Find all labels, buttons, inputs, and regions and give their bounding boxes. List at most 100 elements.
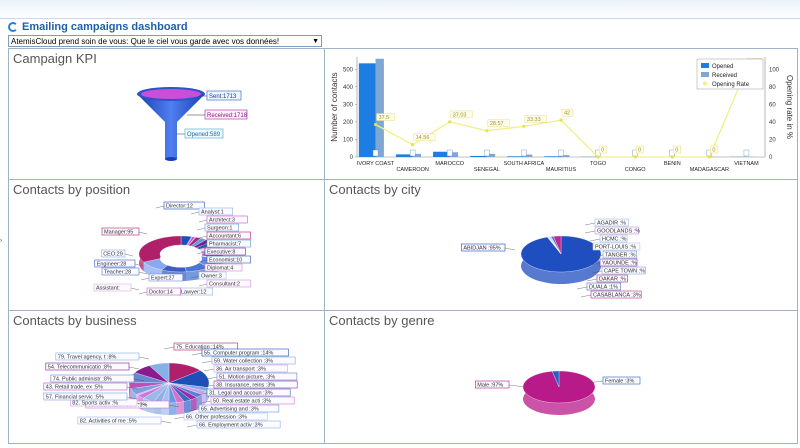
opening-rate-point bbox=[670, 155, 674, 159]
rate-label: 37.03 bbox=[453, 112, 467, 118]
pie-label: 66. Employment activ :3% bbox=[199, 423, 263, 429]
opening-rate-point bbox=[485, 129, 489, 133]
pie-leader-line bbox=[592, 254, 604, 258]
x-tick-label: MAROCCO bbox=[435, 161, 464, 167]
pie-label-box bbox=[196, 420, 281, 429]
business-panel-title: Contacts by business bbox=[13, 313, 137, 328]
pie-leader-line bbox=[196, 392, 208, 396]
y2-tick-label: 100 bbox=[769, 67, 780, 73]
funnel-mouth bbox=[141, 89, 201, 99]
dashboard-title-text: Emailing campaigns dashboard bbox=[22, 21, 188, 33]
pie-leader-line bbox=[134, 263, 144, 267]
pie-label-box bbox=[146, 287, 182, 296]
opening-rate-line bbox=[375, 69, 748, 158]
pie-label-box bbox=[198, 404, 280, 413]
pie-leader-line bbox=[173, 416, 185, 420]
pie-leader-line bbox=[124, 253, 134, 257]
pie-label-box bbox=[211, 356, 296, 365]
opening-rate-point bbox=[448, 120, 452, 124]
bar-chart-panel: 0 100 200 300 400 500 0 20 40 60 80 100 Number of co… bbox=[324, 48, 798, 180]
pie-label: 51. Motion picture, :3% bbox=[219, 375, 275, 381]
pie-leader-line bbox=[589, 238, 601, 242]
bar-received bbox=[561, 155, 570, 157]
chevron-down-icon[interactable]: ▼ bbox=[312, 38, 319, 45]
pie-leader-line bbox=[198, 283, 208, 287]
kpi-panel-title: Campaign KPI bbox=[13, 51, 97, 66]
business-pie-chart: 75. Education :14%55. Computer program :… bbox=[43, 342, 298, 429]
pie-label-box bbox=[586, 282, 622, 291]
x-tick-label: CONGO bbox=[625, 167, 647, 173]
pie-label-box bbox=[43, 382, 128, 391]
pie-label: 31. Legal and accoun :3% bbox=[209, 391, 273, 397]
pie-label-box bbox=[599, 234, 628, 243]
pie-slice-side bbox=[184, 399, 191, 414]
x-tick-label: MAURITIUS bbox=[546, 167, 577, 173]
genre-panel-title: Contacts by genre bbox=[329, 313, 435, 328]
pie-leader-line bbox=[136, 402, 148, 406]
pie-slice bbox=[553, 235, 562, 255]
campaign-select-value: AtemisCloud prend soin de vous: Que le c… bbox=[11, 37, 280, 46]
y2-tick-label: 0 bbox=[769, 155, 773, 161]
pie-label: HCMC :% bbox=[602, 237, 627, 243]
city-panel: Contacts by city ABIDJAN :95% AGADIR :% GO… bbox=[324, 179, 798, 311]
y-tick-label: 0 bbox=[350, 155, 354, 161]
rate-label: 37.5 bbox=[379, 115, 390, 121]
kpi-sent-label: Sent:1713 bbox=[209, 94, 237, 100]
pie-label: Director:12 bbox=[166, 204, 193, 210]
pie-leader-line bbox=[186, 424, 198, 428]
pie-label-box bbox=[594, 218, 630, 227]
pie-label: 57. Financial servic :5% bbox=[46, 395, 104, 401]
pie-label: 54. Telecommunicatio :8% bbox=[48, 365, 112, 371]
legend-label: Opened bbox=[712, 64, 733, 70]
rate-label-box bbox=[376, 113, 395, 121]
funnel-tip bbox=[165, 157, 177, 161]
opening-rate-point bbox=[373, 122, 378, 127]
pie-label: DUALA :1% bbox=[589, 285, 618, 291]
pie-leader-line bbox=[198, 219, 208, 223]
bar-opened bbox=[544, 156, 561, 157]
pie-leader-line bbox=[128, 366, 140, 370]
pie-label-box bbox=[204, 223, 240, 232]
pie-label-box bbox=[148, 273, 184, 282]
rate-label: 0 bbox=[712, 148, 715, 154]
pie-label: Consultant:2 bbox=[209, 282, 240, 288]
opening-rate-point bbox=[707, 155, 711, 159]
x-tick-label: VIETNAM bbox=[734, 161, 759, 167]
pie-label: Surgeon:1 bbox=[207, 226, 232, 232]
pie-label-box bbox=[206, 231, 251, 240]
pie-leader-line bbox=[198, 259, 208, 263]
pie-label-box bbox=[100, 249, 126, 258]
pie-label: 38. Insurance, reins :3% bbox=[216, 383, 275, 389]
pie-leader-line bbox=[582, 246, 594, 250]
rate-label: 0 bbox=[675, 148, 678, 154]
y2-tick-label: 40 bbox=[769, 120, 776, 126]
pie-leader-line bbox=[198, 243, 208, 247]
pie-leader-line bbox=[196, 251, 206, 255]
x-tick-label: SENEGAL bbox=[474, 167, 500, 173]
pie-label: GOODLANDS :% bbox=[597, 229, 640, 235]
country-bar-chart: 0 100 200 300 400 500 0 20 40 60 80 100 Number of co… bbox=[330, 57, 794, 173]
pie-leader-line bbox=[203, 384, 215, 388]
pie-label: AGADIR :% bbox=[597, 221, 626, 227]
pie-label: 82. Sports activ :% bbox=[72, 401, 118, 407]
pie-label-box bbox=[601, 266, 646, 275]
x-tick-label: TOGO bbox=[590, 161, 607, 167]
pie-label-box bbox=[206, 239, 251, 248]
pie-label: Teacher:28 bbox=[104, 270, 131, 276]
pie-label-box bbox=[590, 290, 642, 299]
bar-opened bbox=[358, 63, 376, 157]
bar-received bbox=[486, 153, 496, 157]
pie-label: Pharmacist:7 bbox=[209, 242, 241, 248]
pie-label-box bbox=[201, 348, 289, 357]
pie-leader-line bbox=[168, 404, 180, 408]
pie-label-box bbox=[93, 283, 132, 292]
y2-tick-label: 60 bbox=[769, 102, 776, 108]
campaign-select[interactable]: AtemisCloud prend soin de vous: Que le c… bbox=[8, 35, 322, 47]
pie-label: Economist:10 bbox=[209, 258, 242, 264]
pie-leader-line bbox=[138, 356, 150, 360]
bar-received bbox=[449, 152, 459, 157]
pie-leader-line bbox=[126, 396, 138, 400]
pie-leader-line bbox=[190, 275, 200, 279]
y2-tick-label: 20 bbox=[769, 137, 776, 143]
pie-leader-line bbox=[163, 346, 175, 350]
